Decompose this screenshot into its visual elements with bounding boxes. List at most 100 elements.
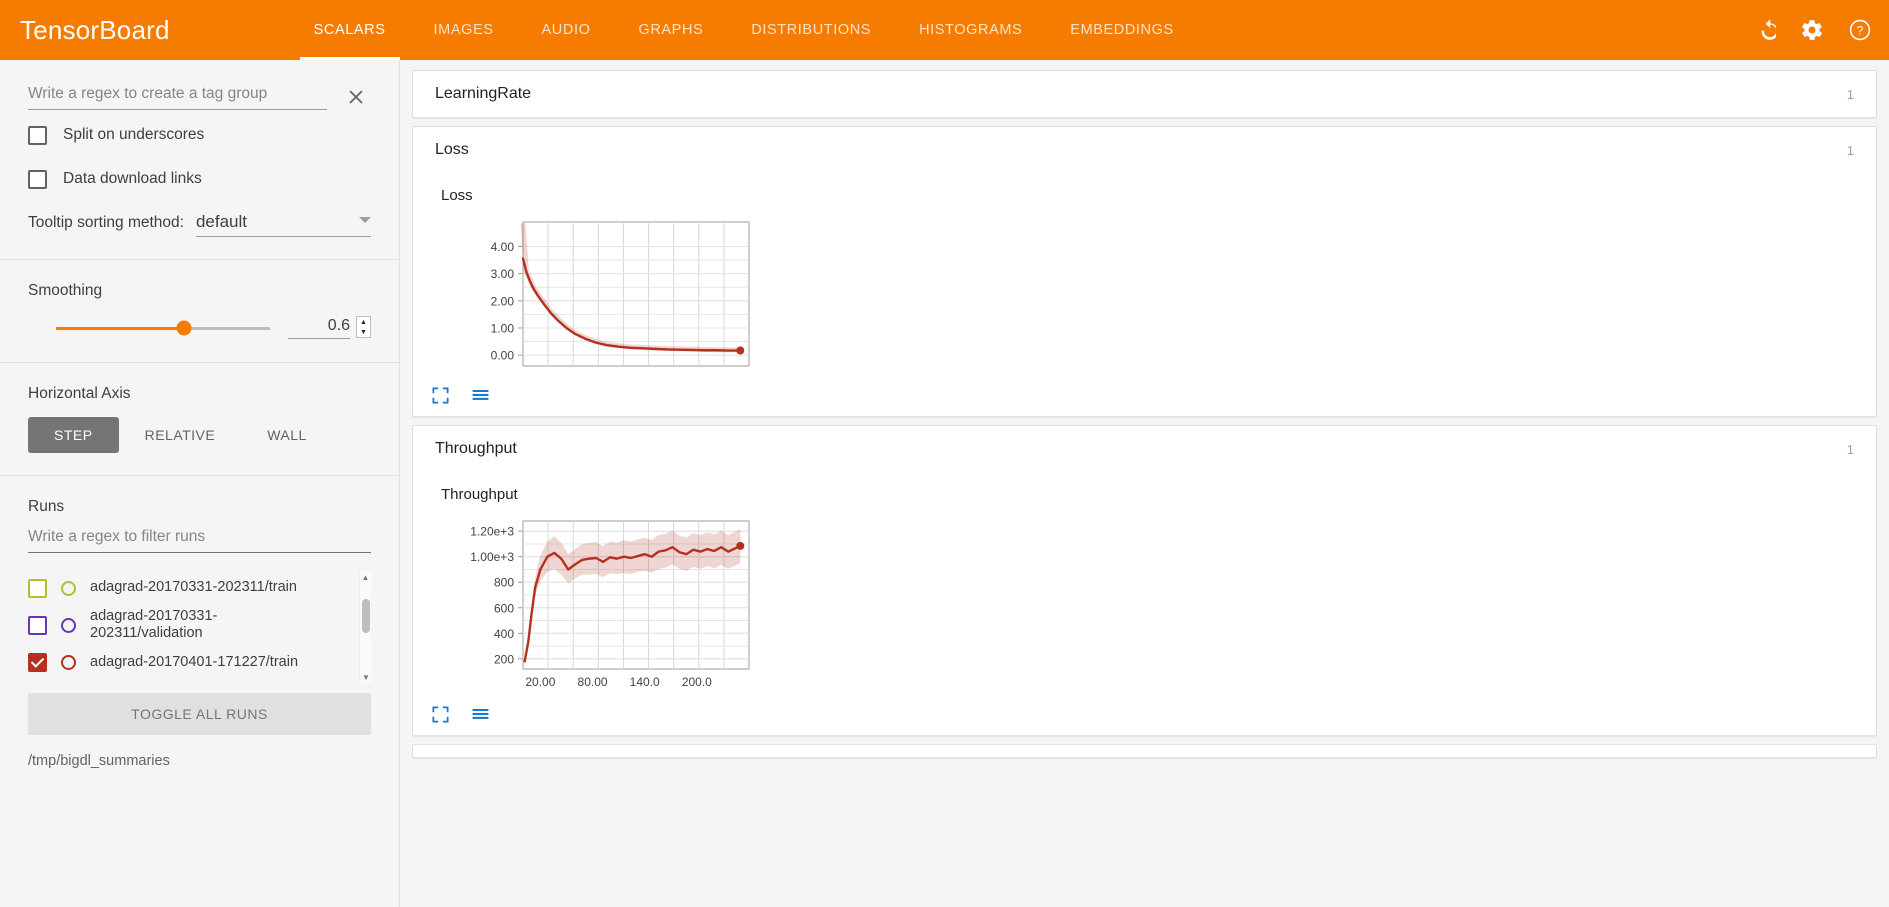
- tag-regex-input[interactable]: [28, 83, 327, 110]
- run-checkbox[interactable]: [28, 615, 47, 635]
- chart-container-throughput: Throughput 1.20e+3 1.00e+3 800 600 400 200 20.…: [413, 472, 1876, 699]
- svg-text:?: ?: [1857, 26, 1863, 38]
- data-table-icon[interactable]: [471, 386, 491, 406]
- stepper-down-icon[interactable]: ▼: [360, 328, 367, 336]
- run-checkbox[interactable]: [28, 578, 47, 598]
- checkbox-split-on-underscores[interactable]: Split on underscores: [0, 116, 399, 154]
- card-body-throughput: Throughput 1.20e+3 1.00e+3 800 600 400 200 20.…: [413, 472, 1876, 735]
- runs-filter-input[interactable]: [28, 526, 371, 553]
- run-item-adagrad-20170401-171227-train[interactable]: adagrad-20170401-171227/train: [28, 645, 371, 679]
- card-header-loss[interactable]: Loss 1: [413, 127, 1876, 173]
- card-next-partial: [412, 744, 1877, 758]
- tooltip-sorting-value: default: [195, 212, 247, 231]
- tab-graphs[interactable]: GRAPHS: [638, 22, 704, 38]
- card-body-loss: Loss 4.00 3.00 2.00 1.00 0.00: [413, 173, 1876, 416]
- svg-text:3.00: 3.00: [491, 267, 515, 281]
- svg-text:80.00: 80.00: [578, 675, 608, 689]
- smoothing-slider-fill: [56, 326, 185, 330]
- checkbox-label: Data download links: [63, 170, 202, 187]
- svg-text:0.00: 0.00: [491, 349, 515, 363]
- checkbox-data-download-links[interactable]: Data download links: [0, 160, 399, 198]
- smoothing-value: 0.6: [327, 317, 350, 334]
- card-learningrate: LearningRate 1: [412, 70, 1877, 118]
- tooltip-sorting-label: Tooltip sorting method:: [28, 214, 184, 231]
- chart-container-loss: Loss 4.00 3.00 2.00 1.00 0.00: [413, 173, 1876, 380]
- checkbox-box[interactable]: [28, 169, 47, 189]
- chart-title: Loss: [441, 187, 473, 204]
- svg-text:2.00: 2.00: [491, 294, 515, 308]
- expand-chart-icon[interactable]: [431, 705, 451, 725]
- tab-distributions[interactable]: DISTRIBUTIONS: [751, 22, 872, 38]
- chart-loss[interactable]: 4.00 3.00 2.00 1.00 0.00: [441, 210, 771, 380]
- svg-text:400: 400: [494, 627, 514, 641]
- horizontal-axis-options: STEP RELATIVE WALL: [0, 403, 399, 453]
- logdir-path: /tmp/bigdl_summaries: [28, 753, 170, 769]
- card-count: 1: [1846, 142, 1854, 158]
- tab-audio[interactable]: AUDIO: [541, 22, 591, 38]
- svg-text:200: 200: [494, 652, 514, 666]
- svg-text:20.00: 20.00: [525, 675, 555, 689]
- svg-text:140.0: 140.0: [630, 675, 660, 689]
- tab-histograms[interactable]: HISTOGRAMS: [919, 22, 1023, 38]
- svg-text:4.00: 4.00: [491, 240, 515, 254]
- scroll-up-icon[interactable]: ▲: [361, 572, 370, 582]
- smoothing-stepper[interactable]: ▲ ▼: [356, 316, 371, 338]
- smoothing-slider[interactable]: [56, 320, 270, 336]
- axis-option-step[interactable]: STEP: [28, 417, 119, 453]
- divider: [0, 475, 399, 476]
- divider: [0, 259, 399, 260]
- chart-throughput[interactable]: 1.20e+3 1.00e+3 800 600 400 200 20.00 80.00 140.…: [441, 509, 771, 699]
- data-table-icon[interactable]: [471, 705, 491, 725]
- axis-option-relative[interactable]: RELATIVE: [144, 427, 216, 443]
- sidebar: Split on underscores Data download links…: [0, 60, 400, 907]
- axis-option-wall[interactable]: WALL: [267, 427, 307, 443]
- body-container: Split on underscores Data download links…: [0, 60, 1889, 907]
- run-color-circle: [61, 617, 76, 633]
- scroll-down-icon[interactable]: ▼: [362, 672, 370, 682]
- card-loss: Loss 1 Loss 4.00 3.00 2.00 1.00 0.00: [412, 126, 1877, 417]
- card-header-learningrate[interactable]: LearningRate 1: [413, 71, 1876, 117]
- settings-gear-icon[interactable]: [1799, 17, 1825, 43]
- toggle-all-runs-button[interactable]: TOGGLE ALL RUNS: [28, 693, 371, 735]
- run-checkbox[interactable]: [28, 652, 47, 672]
- stepper-up-icon[interactable]: ▲: [360, 318, 367, 326]
- tag-regex-row: [0, 60, 399, 110]
- divider: [0, 362, 399, 363]
- runs-filter-row: [0, 516, 399, 553]
- tooltip-sorting-select[interactable]: default: [195, 212, 371, 237]
- scrollbar-thumb[interactable]: [362, 599, 370, 633]
- runs-title: Runs: [28, 498, 65, 515]
- tab-embeddings[interactable]: EMBEDDINGS: [1070, 22, 1174, 38]
- runs-list: adagrad-20170331-202311/train adagrad-20…: [28, 571, 371, 683]
- svg-text:200.0: 200.0: [682, 675, 712, 689]
- expand-chart-icon[interactable]: [431, 386, 451, 406]
- smoothing-slider-thumb[interactable]: [176, 320, 192, 336]
- smoothing-value-box[interactable]: 0.6: [288, 317, 350, 339]
- app-header: TensorBoard SCALARS IMAGES AUDIO GRAPHS …: [0, 0, 1889, 60]
- card-count: 1: [1846, 441, 1854, 457]
- refresh-icon[interactable]: [1751, 17, 1777, 43]
- card-header-throughput[interactable]: Throughput 1: [413, 426, 1876, 472]
- card-title: Loss: [435, 141, 469, 158]
- smoothing-title: Smoothing: [28, 282, 103, 299]
- run-item-adagrad-20170331-202311-train[interactable]: adagrad-20170331-202311/train: [28, 571, 371, 605]
- help-icon[interactable]: ?: [1847, 17, 1873, 43]
- main-content: LearningRate 1 Loss 1 Loss 4.00 3.00 2.00 1…: [400, 60, 1889, 907]
- svg-text:1.00e+3: 1.00e+3: [470, 550, 514, 564]
- chart-title: Throughput: [441, 486, 518, 503]
- run-label: adagrad-20170331-202311/validation: [90, 608, 218, 642]
- tab-images[interactable]: IMAGES: [433, 22, 494, 38]
- chart-toolbar-throughput: [413, 699, 1876, 725]
- main-nav-tabs: SCALARS IMAGES AUDIO GRAPHS DISTRIBUTION…: [290, 0, 1198, 60]
- svg-text:800: 800: [494, 576, 514, 590]
- runs-scrollbar[interactable]: ▲ ▼: [359, 571, 371, 683]
- run-label: adagrad-20170331-202311/train: [90, 579, 297, 596]
- tab-scalars[interactable]: SCALARS: [290, 0, 410, 60]
- smoothing-row: 0.6 ▲ ▼: [0, 300, 399, 340]
- card-count: 1: [1846, 86, 1854, 102]
- run-label: adagrad-20170401-171227/train: [90, 653, 299, 670]
- checkbox-box[interactable]: [28, 125, 47, 145]
- close-icon[interactable]: [341, 82, 371, 112]
- chart-toolbar-loss: [413, 380, 1876, 406]
- run-item-adagrad-20170331-202311-validation[interactable]: adagrad-20170331-202311/validation: [28, 605, 371, 645]
